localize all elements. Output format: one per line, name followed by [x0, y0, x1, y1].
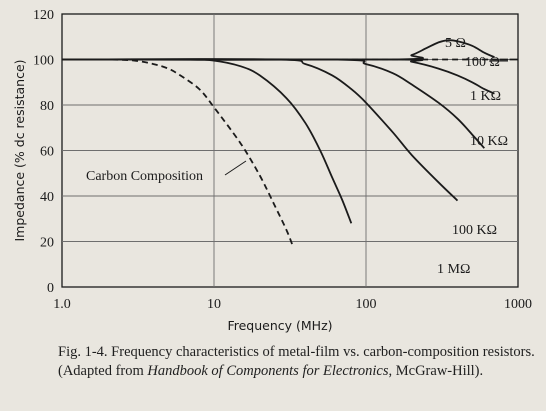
figure-caption: Fig. 1-4. Frequency characteristics of m…: [58, 343, 538, 381]
y-tick-label: 60: [40, 145, 54, 160]
x-tick-label: 1000: [504, 297, 532, 312]
caption-text: Frequency characteristics of metal-film …: [58, 344, 535, 379]
series-label: 100 KΩ: [452, 223, 497, 238]
caption-fig-number: Fig. 1-4.: [58, 344, 108, 360]
series-label: 1 MΩ: [437, 262, 470, 277]
series-label: Carbon Composition: [86, 169, 203, 184]
y-tick-label: 120: [33, 8, 54, 23]
caption-source-title: Handbook of Components for Electronics: [147, 363, 389, 379]
y-tick-label: 40: [40, 190, 54, 205]
series-label: 1 KΩ: [470, 89, 501, 104]
y-axis-label: Impedance (% dc resistance): [12, 59, 27, 241]
x-axis-label: Frequency (MHz): [227, 318, 332, 333]
series-line: [61, 58, 485, 149]
y-tick-label: 100: [33, 54, 54, 69]
caption-publisher: , McGraw-Hill).: [388, 363, 484, 379]
x-tick-label: 10: [207, 297, 221, 312]
series-line: [61, 39, 495, 61]
series-line: [61, 58, 353, 224]
series-label: 10 KΩ: [470, 134, 508, 149]
series-label: 5 Ω: [445, 36, 466, 51]
y-tick-label: 20: [40, 236, 54, 251]
series-line: [61, 58, 294, 247]
x-tick-label: 1.0: [53, 297, 71, 312]
x-tick-label: 100: [356, 297, 377, 312]
carbon-leader-line: [224, 160, 247, 176]
series-label: 100 Ω: [465, 55, 500, 70]
series-line: [61, 58, 495, 95]
y-tick-label: 80: [40, 99, 54, 114]
y-tick-label: 0: [47, 281, 54, 296]
